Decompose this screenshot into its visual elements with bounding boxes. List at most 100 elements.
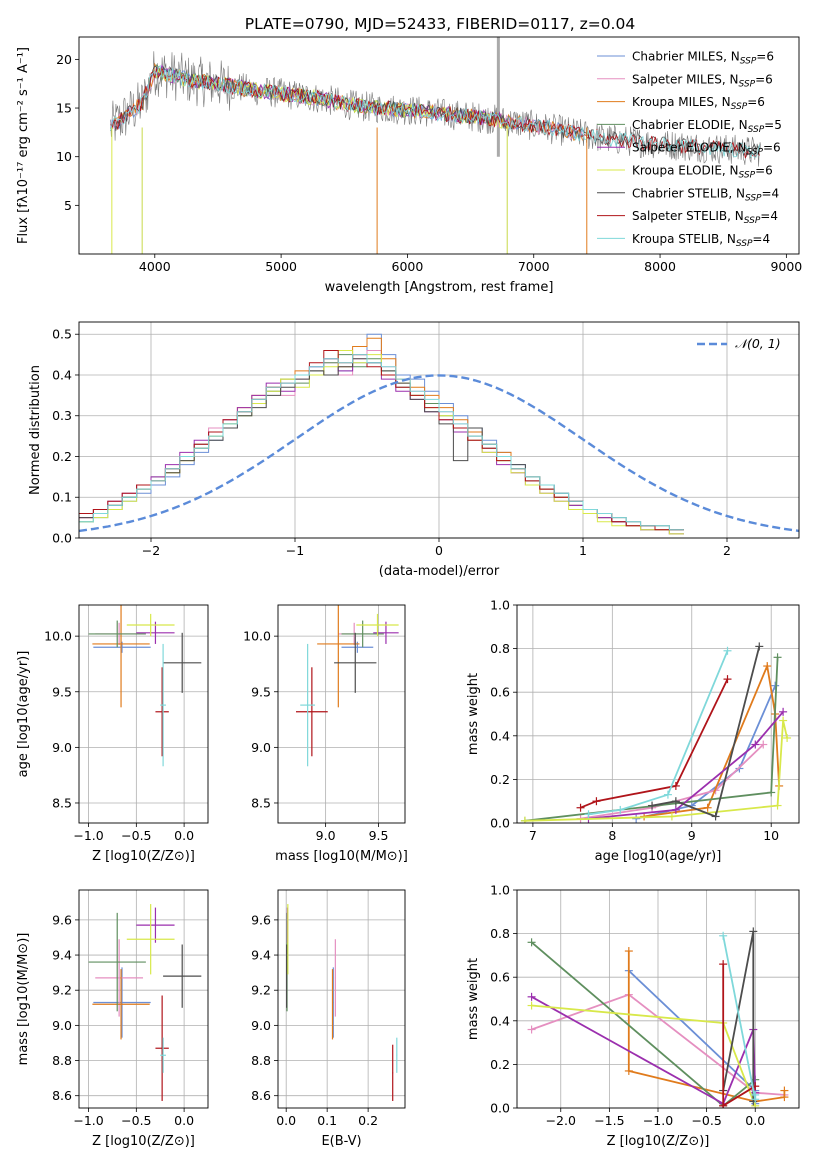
weight-line-chabrier-stelib (651, 646, 761, 818)
x-tick-label: 9000 (770, 259, 802, 274)
x-axis-label: E(B-V) (321, 1134, 361, 1149)
legend-label: Salpeter MILES, NSSP=6 (632, 72, 773, 89)
y-tick-label: 10.0 (44, 629, 72, 644)
plot-area (527, 927, 789, 1108)
weight-line-salpeter-stelib (580, 678, 729, 809)
y-tick-label: 0.8 (490, 926, 510, 941)
age-vs-mass-panel: 9.0 9.5 8.5 9.0 9.5 10.0 mass [log10(M/M⊙)] (243, 604, 408, 864)
y-tick-label: 0.3 (52, 408, 72, 423)
legend-label-tail: =6 (763, 141, 781, 155)
spectrum-panel: 4000 5000 6000 7000 8000 9000 5 10 15 20 wavelengt… (16, 36, 802, 295)
legend-label-tail: =6 (747, 95, 765, 109)
legend-label: Chabrier MILES, NSSP=6 (632, 50, 774, 67)
y-tick-label: 10.0 (243, 629, 271, 644)
normal-curve (79, 374, 799, 533)
axes: 7 8 9 10 0.0 0.2 0.4 0.6 0.8 1.0 age [log10(age/yr… (466, 598, 800, 864)
x-tick-label: 9 (688, 828, 696, 843)
y-tick-label: 9.4 (52, 948, 72, 963)
x-tick-label: 5000 (265, 259, 297, 274)
legend-label-main: Chabrier STELIB, N (632, 186, 745, 200)
legend-label: Kroupa STELIB, NSSP=4 (632, 232, 770, 249)
hist-kroupa-elodie (79, 350, 684, 535)
y-tick-label: 9.0 (251, 740, 271, 755)
y-axis-label: age [log10(age/yr)] (16, 651, 31, 778)
x-tick-label: −1 (286, 543, 304, 558)
legend-label: Salpeter ELODIE, NSSP=6 (632, 141, 781, 158)
x-axis-label: Z [log10(Z/Z⊙)] (92, 849, 195, 864)
hist-kroupa-stelib (79, 354, 684, 531)
legend-label-tail: =4 (760, 209, 778, 223)
x-tick-label: 0.0 (174, 828, 194, 843)
x-tick-label: 7000 (518, 259, 550, 274)
x-tick-label: 0 (435, 543, 443, 558)
y-tick-label: 9.2 (251, 983, 271, 998)
y-tick-label: 0.6 (490, 685, 510, 700)
x-tick-label: 0.0 (174, 1113, 194, 1128)
y-axis-label: Flux [fλ10⁻¹⁷ erg cm⁻² s⁻¹ A⁻¹] (16, 47, 31, 244)
legend-label-sub: SSP (736, 239, 753, 249)
axes: 4000 5000 6000 7000 8000 9000 5 10 15 20 wavelengt… (16, 36, 802, 295)
x-tick-label: 8000 (644, 259, 676, 274)
legend-label-sub: SSP (740, 57, 757, 67)
legend-label-main: Kroupa MILES, N (632, 95, 731, 109)
y-tick-label: 0.0 (490, 816, 510, 831)
legend-label: Chabrier ELODIE, NSSP=5 (632, 118, 782, 135)
legend-label-tail: =4 (752, 232, 770, 246)
x-tick-label: 4000 (139, 259, 171, 274)
weight-line-salpeter-miles (531, 993, 785, 1096)
x-tick-label: −0.5 (691, 1113, 721, 1128)
x-tick-label: 6000 (392, 259, 424, 274)
x-tick-label: 0.0 (276, 1113, 296, 1128)
x-tick-label: 0.2 (358, 1113, 378, 1128)
weight-vs-age-panel: 7 8 9 10 0.0 0.2 0.4 0.6 0.8 1.0 age [log10(age/yr… (466, 598, 800, 864)
legend-label-sub: SSP (746, 148, 763, 158)
weight-line-chabrier-elodie (524, 657, 779, 822)
figure-title: PLATE=0790, MJD=52433, FIBERID=0117, z=0… (245, 15, 635, 33)
x-axis-label: age [log10(age/yr)] (595, 849, 722, 864)
hist-salpeter-stelib (79, 350, 684, 531)
legend-label-sub: SSP (731, 102, 748, 112)
axes-frame (277, 889, 406, 1109)
axes: 0.0 0.1 0.2 8.6 8.8 9.0 9.2 9.4 9.6 E(B-V) (251, 889, 406, 1149)
axes: 9.0 9.5 8.5 9.0 9.5 10.0 mass [log10(M/M⊙)] (243, 604, 408, 864)
legend-label: Kroupa MILES, NSSP=6 (632, 95, 765, 112)
plot-area (88, 904, 202, 1101)
x-tick-label: −2 (142, 543, 160, 558)
hist-salpeter-miles (79, 350, 684, 535)
y-tick-label: 9.0 (52, 1018, 72, 1033)
axes: −2.0 −1.5 −1.0 −0.5 0.0 0.0 0.2 0.4 0.6 0.8 1.0 Z [… (466, 883, 800, 1149)
axes: −1.0 −0.5 0.0 8.5 9.0 9.5 10.0 Z [log10(Z/Z⊙)] a… (16, 604, 209, 864)
x-tick-label: 0.1 (317, 1113, 337, 1128)
x-tick-label: −0.5 (121, 1113, 151, 1128)
model-line-kroupa-stelib (110, 64, 760, 158)
x-axis-label: Z [log10(Z/Z⊙)] (92, 1134, 195, 1149)
legend-label-tail: =6 (755, 72, 773, 86)
model-line-salpeter-stelib (110, 67, 760, 159)
y-tick-label: 8.5 (251, 795, 271, 810)
x-axis-label: wavelength [Angstrom, rest frame] (325, 280, 554, 295)
plot-area (110, 37, 762, 254)
y-tick-label: 9.0 (251, 1018, 271, 1033)
legend-label-tail: =6 (756, 50, 774, 64)
legend-label: Salpeter STELIB, NSSP=4 (632, 209, 778, 226)
y-tick-label: 0.4 (490, 1013, 510, 1028)
plot-area (286, 904, 398, 1101)
y-tick-label: 8.5 (52, 795, 72, 810)
age-vs-Z-panel: −1.0 −0.5 0.0 8.5 9.0 9.5 10.0 Z [log10(Z/Z⊙)] a… (16, 604, 209, 864)
y-tick-label: 9.5 (52, 684, 72, 699)
legend-label-sub: SSP (739, 171, 756, 181)
y-tick-label: 9.0 (52, 740, 72, 755)
legend-label-main: Chabrier MILES, N (632, 50, 740, 64)
legend-label-main: Salpeter ELODIE, N (632, 141, 746, 155)
plot-area (88, 605, 202, 767)
x-tick-label: 2 (723, 543, 731, 558)
y-tick-label: 9.6 (52, 912, 72, 927)
y-tick-label: 10 (56, 149, 72, 164)
weight-line-salpeter-elodie (588, 711, 784, 820)
y-tick-label: 0.2 (490, 1057, 510, 1072)
legend-label-normal: 𝒩(0, 1) (735, 336, 781, 351)
axes-frame (277, 604, 406, 824)
legend-label-main: Kroupa ELODIE, N (632, 164, 739, 178)
